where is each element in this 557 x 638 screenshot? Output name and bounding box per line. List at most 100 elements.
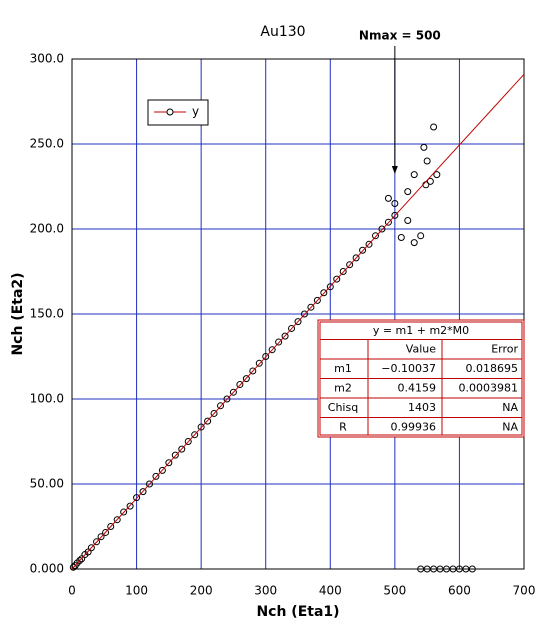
point: [371, 232, 379, 240]
point: [281, 332, 289, 340]
point: [288, 324, 296, 332]
y-tick-label: 150.0: [30, 307, 64, 321]
point: [255, 359, 263, 367]
table-header: Error: [491, 342, 518, 355]
point: [133, 494, 141, 502]
point: [468, 565, 476, 573]
point: [171, 451, 179, 459]
point: [249, 367, 257, 375]
table-cell: R: [339, 420, 347, 433]
point: [275, 338, 283, 346]
point: [426, 177, 434, 185]
point: [307, 303, 315, 311]
point: [165, 459, 173, 467]
y-tick-label: 200.0: [30, 222, 64, 236]
point: [139, 488, 147, 496]
point: [210, 409, 218, 417]
point: [384, 218, 392, 226]
point: [178, 445, 186, 453]
point: [346, 261, 354, 269]
point: [69, 563, 77, 571]
point: [97, 533, 105, 541]
table-cell: 0.0003981: [459, 381, 519, 394]
point: [236, 381, 244, 389]
point: [420, 143, 428, 151]
y-tick-label: 250.0: [30, 137, 64, 151]
point: [423, 157, 431, 165]
plot-frame: [71, 58, 525, 570]
point: [242, 375, 250, 383]
fit-table: y = m1 + m2*M0 Value Error m1 −0.10037 0.0186…: [317, 319, 525, 438]
table-cell: Chisq: [328, 401, 358, 414]
point: [339, 268, 347, 275]
legend-marker: [166, 108, 174, 116]
point: [300, 310, 308, 318]
point: [417, 232, 425, 240]
point: [326, 283, 334, 291]
chart-title: Au130: [260, 24, 305, 40]
x-axis-label: Nch (Eta1): [256, 604, 339, 620]
arrow-head: [391, 166, 398, 174]
point: [397, 234, 405, 241]
point: [410, 171, 418, 179]
point: [384, 194, 392, 202]
point: [152, 472, 160, 480]
point: [433, 171, 441, 179]
point: [410, 239, 418, 247]
x-tick-label: 200: [190, 584, 213, 598]
table-title: y = m1 + m2*M0: [373, 324, 469, 337]
point: [404, 217, 412, 224]
x-tick-label: 0: [68, 584, 76, 598]
x-tick-label: 500: [383, 584, 406, 598]
table-cell: NA: [502, 420, 518, 433]
point: [294, 318, 302, 326]
point: [359, 246, 367, 254]
table-cell: m1: [334, 362, 352, 375]
point: [145, 480, 153, 488]
point: [333, 275, 341, 283]
point: [204, 417, 212, 425]
point: [229, 388, 237, 396]
legend-label: y: [192, 105, 199, 119]
point: [102, 528, 110, 536]
point: [365, 240, 373, 248]
table-header: Value: [406, 342, 436, 355]
y-tick-label: 0.000: [30, 562, 64, 576]
point: [107, 523, 115, 530]
point: [391, 211, 399, 219]
point: [191, 431, 199, 439]
point: [404, 188, 412, 196]
table-cell: NA: [502, 401, 518, 414]
x-tick-label: 300: [254, 584, 277, 598]
point: [217, 402, 225, 410]
point: [262, 353, 270, 360]
point: [430, 123, 438, 131]
annotation: Nmax = 500: [359, 29, 441, 43]
table-cell: 0.018695: [466, 362, 519, 375]
point: [87, 544, 95, 552]
point: [352, 254, 360, 262]
point: [391, 200, 399, 207]
table-cell: m2: [334, 381, 352, 394]
point: [120, 508, 128, 516]
y-tick-label: 100.0: [30, 392, 64, 406]
y-axis-label: Nch (Eta2): [10, 272, 26, 355]
table-cell: 0.4159: [398, 381, 437, 394]
point: [223, 395, 231, 403]
table-cell: 1403: [408, 401, 436, 414]
point: [93, 538, 101, 546]
point: [158, 466, 166, 474]
x-tick-label: 400: [319, 584, 342, 598]
y-tick-label: 300.0: [30, 52, 64, 66]
point: [184, 438, 192, 445]
point: [268, 346, 276, 354]
table-cell: 0.99936: [391, 420, 437, 433]
table-cell: −0.10037: [381, 362, 436, 375]
x-tick-label: 700: [513, 584, 536, 598]
point: [378, 225, 386, 233]
point: [76, 557, 84, 564]
x-tick-label: 100: [125, 584, 148, 598]
point: [313, 296, 321, 304]
point: [197, 423, 205, 431]
